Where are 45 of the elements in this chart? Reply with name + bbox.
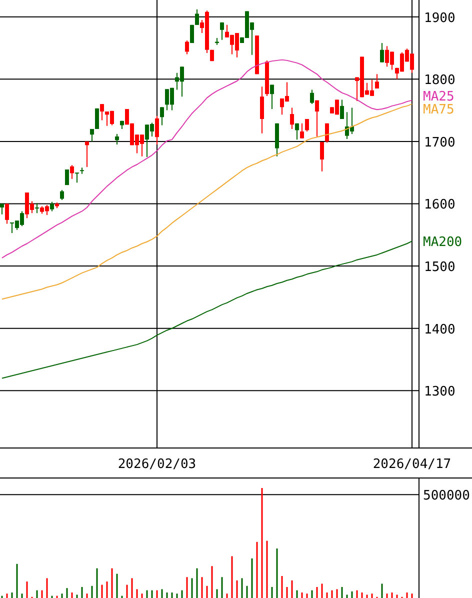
series-label: MA25	[423, 90, 454, 105]
x-tick-label: 2026/04/17	[372, 457, 452, 472]
candlestick	[5, 203, 9, 224]
candlestick	[315, 100, 319, 137]
candlestick	[290, 107, 294, 130]
candlestick	[270, 84, 274, 110]
y-tick-label: 1800	[424, 73, 456, 88]
candlestick	[115, 133, 119, 146]
line-series	[2, 240, 412, 379]
candlestick	[75, 172, 79, 184]
candlestick	[0, 203, 4, 215]
candlestick	[310, 89, 314, 105]
candlestick	[380, 42, 384, 63]
candlestick	[325, 122, 329, 144]
candlestick	[185, 40, 189, 55]
y-tick-label: 1500	[424, 260, 456, 276]
candlestick	[160, 106, 164, 126]
candlestick	[50, 201, 54, 212]
y-tick-label: 1700	[424, 135, 456, 150]
line-series	[2, 104, 412, 300]
candlestick	[260, 86, 264, 134]
candlestick	[340, 99, 344, 120]
series-label: MA75	[423, 102, 454, 118]
text: 500000	[423, 488, 470, 504]
candlestick	[305, 118, 309, 132]
candlestick	[300, 122, 304, 139]
candlestick	[220, 22, 224, 40]
candlestick	[375, 74, 379, 89]
candlestick	[35, 202, 39, 214]
y-tick-label: 1900	[424, 10, 456, 26]
candlestick	[195, 8, 199, 26]
y-tick-label: 1300	[424, 384, 456, 400]
y-tick-label: 1600	[424, 198, 456, 213]
candlestick	[100, 104, 104, 121]
candlestick	[295, 122, 299, 140]
candlestick	[320, 142, 324, 172]
candlestick	[155, 115, 159, 146]
line-series	[2, 59, 412, 258]
candlestick	[90, 128, 94, 142]
y-tick-label: 1400	[424, 322, 456, 338]
candlestick	[70, 164, 74, 180]
x-tick-label: 2026/02/03	[118, 457, 196, 472]
candlestick	[60, 190, 64, 201]
series-label: MA200	[423, 235, 462, 250]
candlestick	[85, 140, 89, 168]
